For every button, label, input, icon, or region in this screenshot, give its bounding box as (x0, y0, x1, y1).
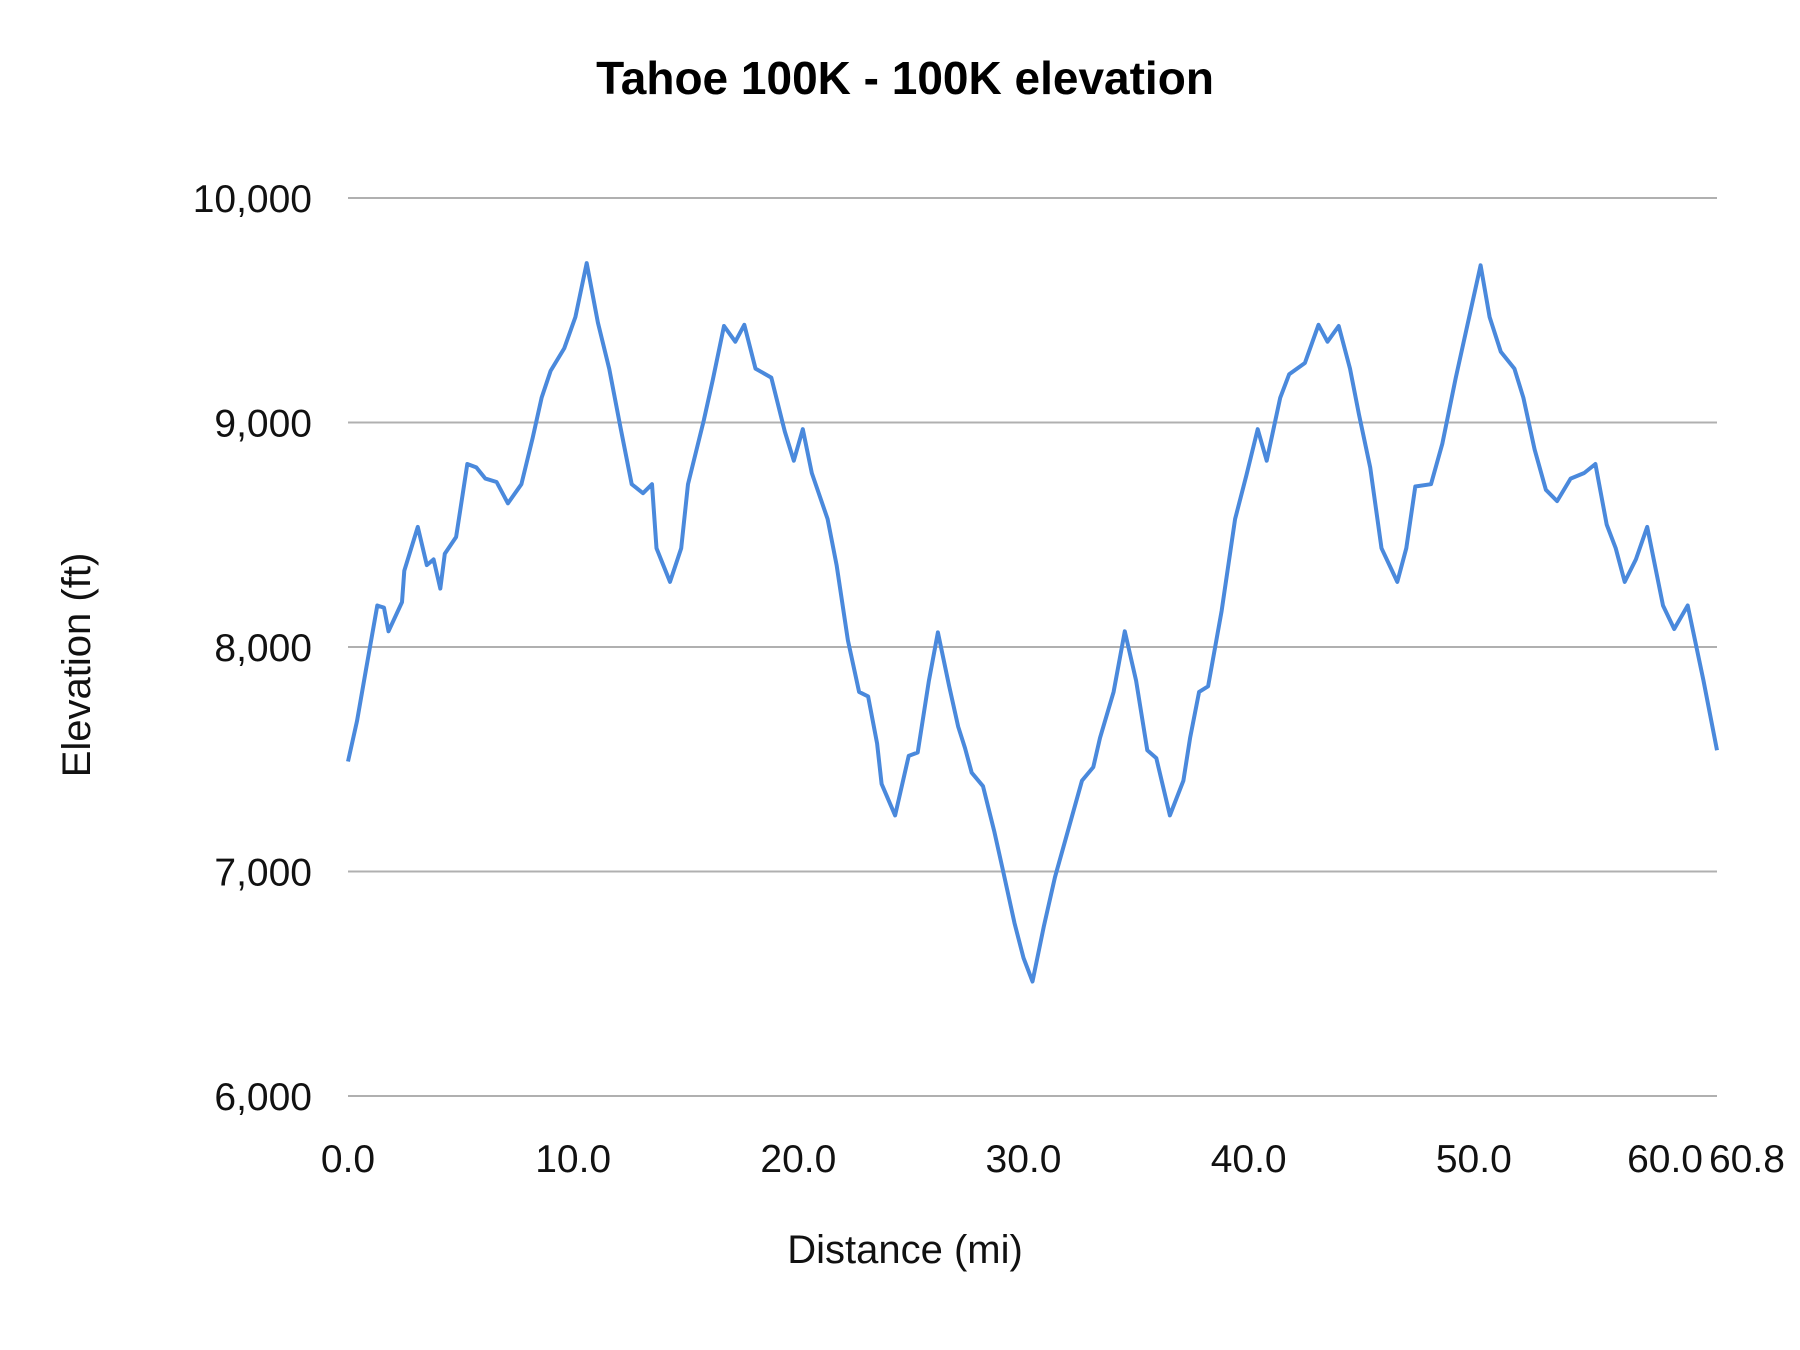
gridlines (348, 197, 1717, 1097)
x-tick-label: 0.0 (321, 1138, 375, 1181)
y-axis-label: Elevation (ft) (55, 553, 99, 778)
x-axis-label: Distance (mi) (787, 1228, 1023, 1272)
x-tick-label: 50.0 (1436, 1138, 1512, 1181)
x-tick-label: 40.0 (1211, 1138, 1287, 1181)
y-tick-label: 7,000 (214, 852, 312, 895)
x-tick-label: 30.0 (986, 1138, 1062, 1181)
x-tick-label: 60.0 (1627, 1138, 1703, 1181)
y-tick-label: 6,000 (214, 1076, 312, 1119)
y-tick-label: 8,000 (214, 627, 312, 670)
elevation-line (346, 261, 1719, 984)
x-tick-label: 20.0 (760, 1138, 836, 1181)
y-tick-label: 9,000 (214, 403, 312, 446)
x-axis-ticks: 0.0 10.0 20.0 30.0 40.0 50.0 60.0 60.8 (321, 1138, 1785, 1181)
y-axis-ticks: 6,000 7,000 8,000 9,000 10,000 (193, 178, 312, 1119)
chart-title: Tahoe 100K - 100K elevation (596, 52, 1214, 104)
y-tick-label: 10,000 (193, 178, 312, 221)
x-tick-label: 10.0 (535, 1138, 611, 1181)
x-tick-label: 60.8 (1709, 1138, 1785, 1181)
